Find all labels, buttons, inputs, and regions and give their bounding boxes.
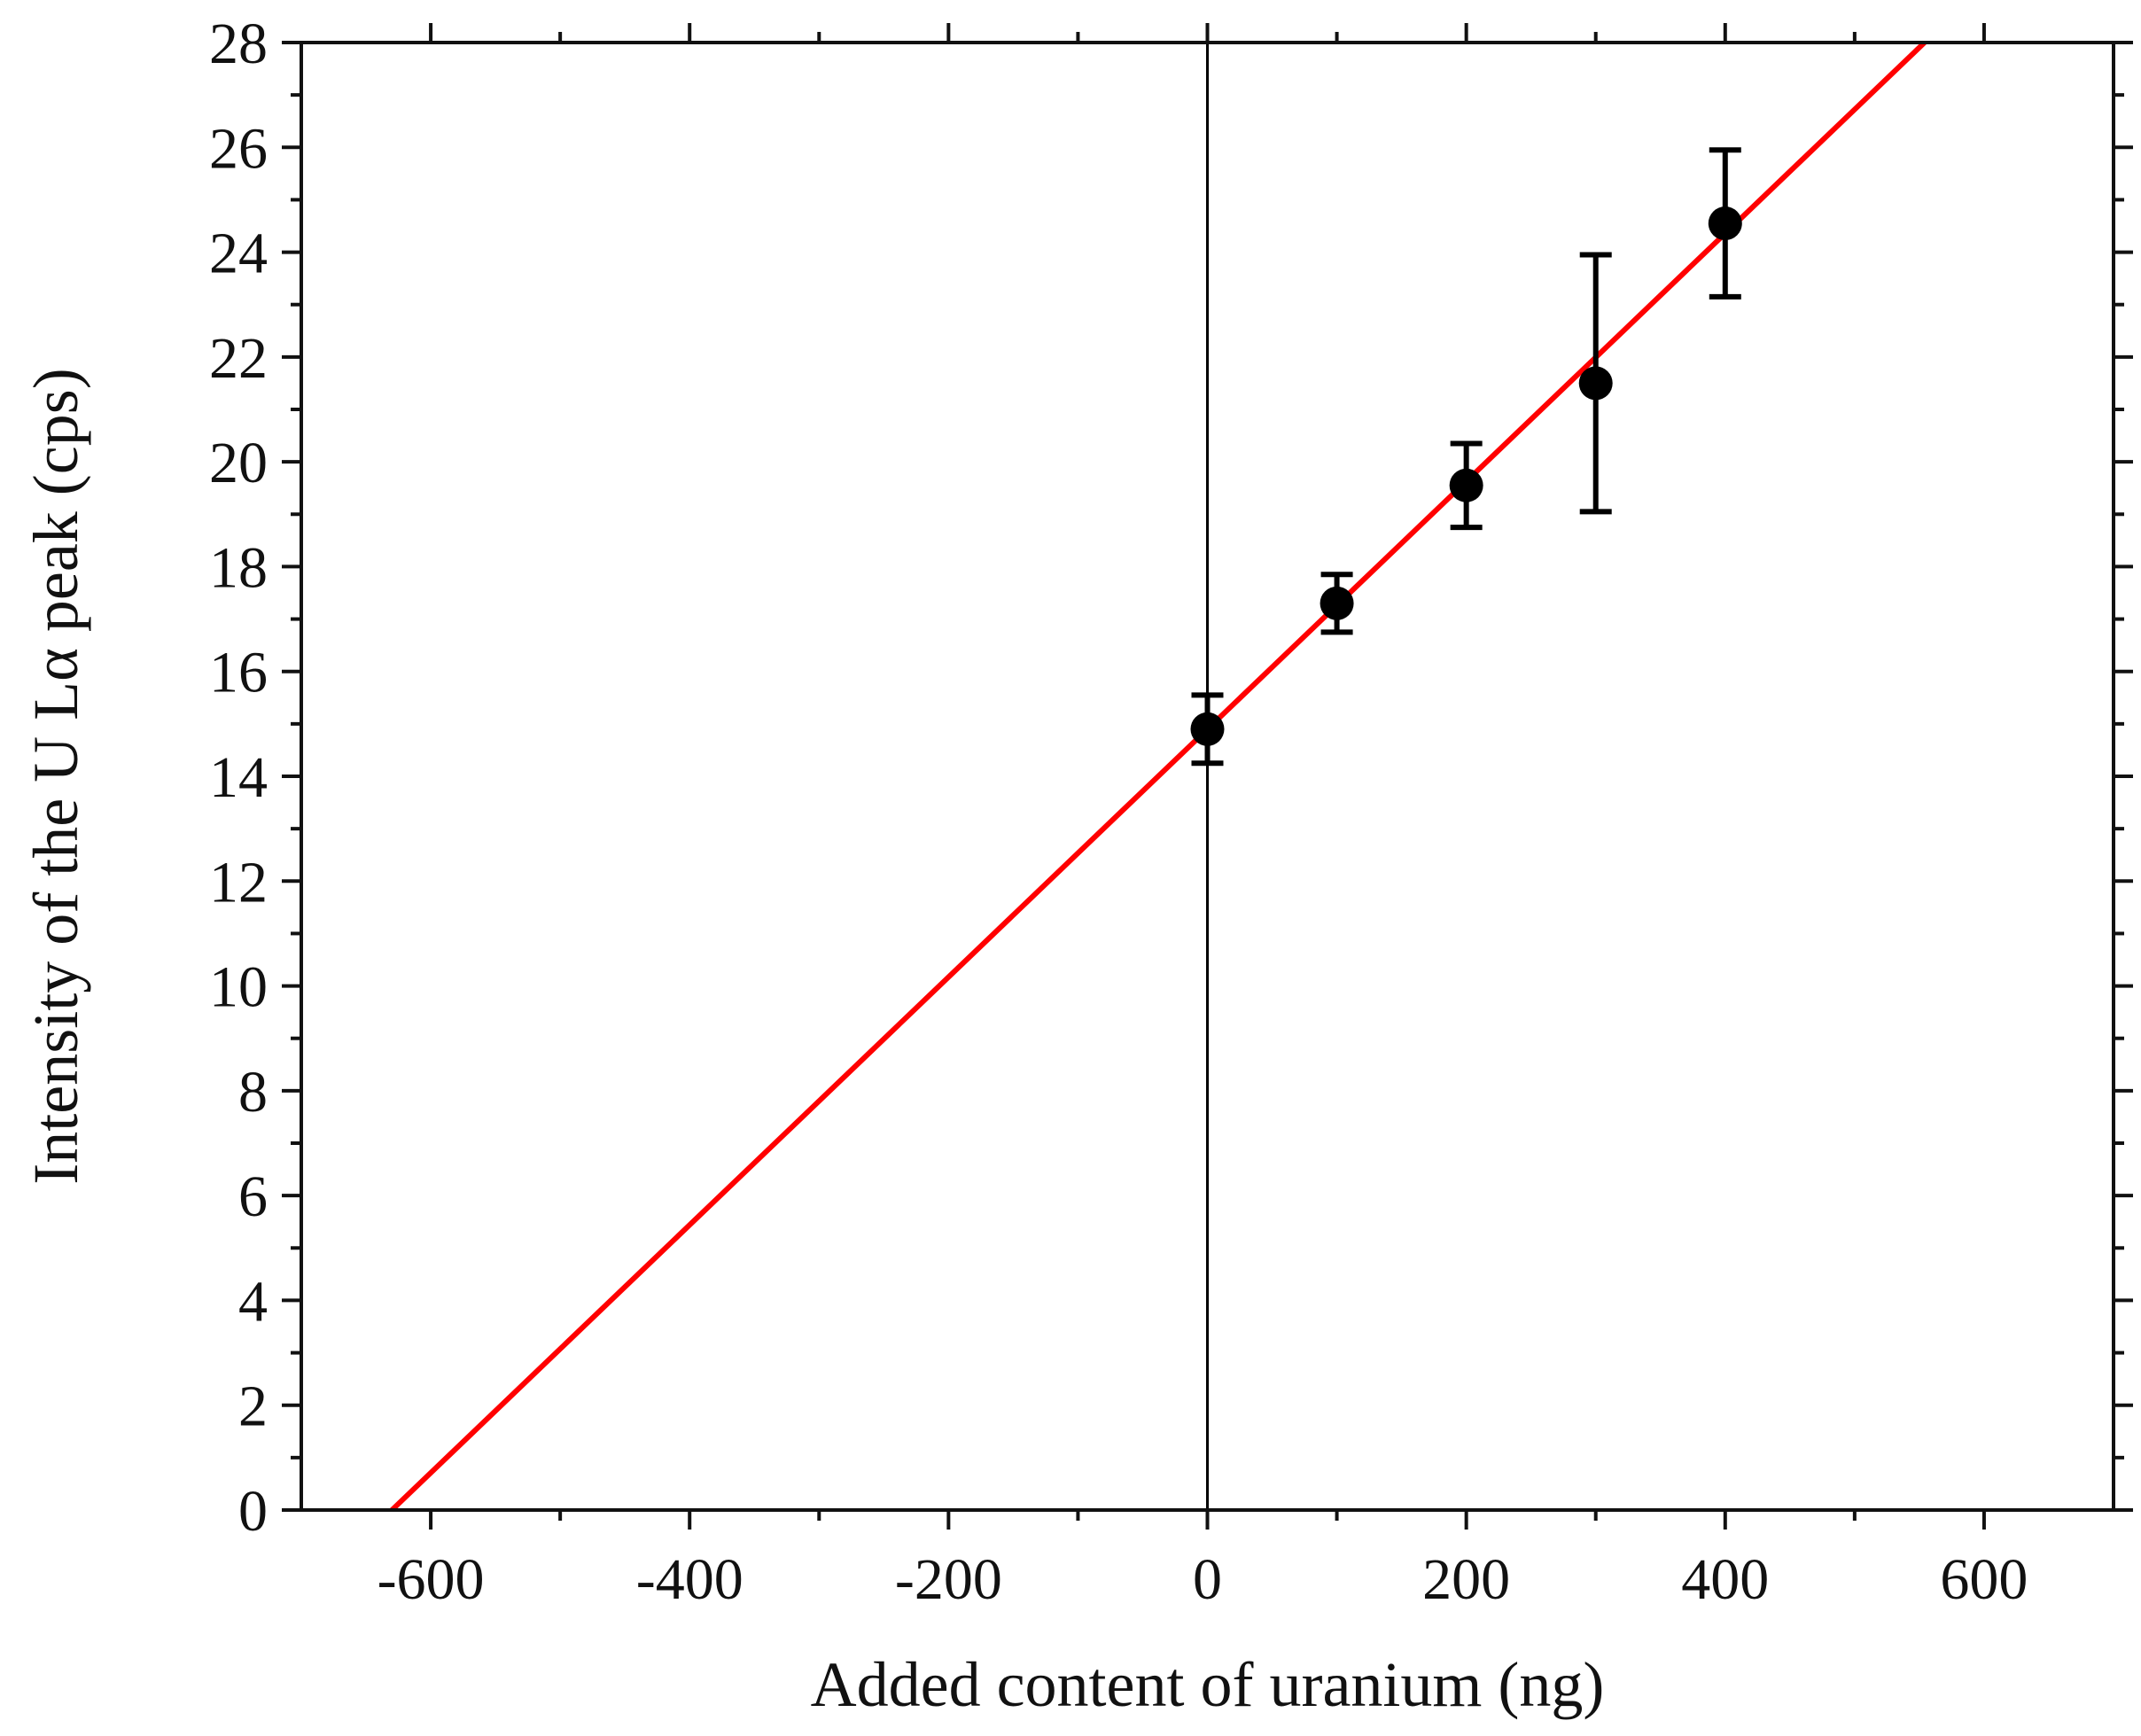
y-tick-label: 24 — [209, 222, 268, 286]
y-tick-label: 22 — [209, 326, 268, 391]
data-point — [1708, 206, 1742, 241]
plot-frame — [300, 41, 2115, 1512]
fit-line-layer — [390, 40, 1927, 1513]
y-tick-label: 26 — [209, 116, 268, 181]
y-tick-label: 10 — [209, 955, 268, 1020]
y-tick-label: 16 — [209, 641, 268, 705]
y-tick-label: 18 — [209, 535, 268, 600]
x-tick-label: -400 — [636, 1547, 744, 1612]
tick-labels: -600 -400 -200 0 200 400 600024681012141618202… — [209, 12, 2028, 1612]
x-tick-label: 200 — [1422, 1547, 1510, 1612]
y-tick-label: 0 — [238, 1479, 268, 1544]
x-tick-label: 600 — [1940, 1547, 2028, 1612]
y-tick-label: 8 — [238, 1060, 268, 1125]
y-tick-label: 12 — [209, 850, 268, 915]
y-tick-label: 6 — [238, 1164, 268, 1229]
linear-fit-line — [390, 40, 1927, 1513]
x-tick-label: 0 — [1193, 1547, 1222, 1612]
y-tick-label: 2 — [238, 1374, 268, 1439]
y-tick-label: 4 — [238, 1269, 268, 1334]
x-tick-label: -600 — [378, 1547, 485, 1612]
data-point — [1320, 586, 1354, 620]
data-point — [1578, 366, 1613, 401]
data-points-layer — [1190, 147, 1742, 767]
y-axis-label: Intensity of the U Lα peak (cps) — [20, 368, 91, 1184]
y-tick-label: 28 — [209, 12, 268, 76]
data-point — [1449, 468, 1483, 502]
y-tick-label: 20 — [209, 431, 268, 495]
data-point — [1190, 712, 1225, 746]
x-axis-label: Added content of uranium (ng) — [811, 1649, 1605, 1720]
x-tick-label: 400 — [1681, 1547, 1769, 1612]
y-tick-label: 14 — [209, 745, 268, 810]
x-tick-label: -200 — [895, 1547, 1002, 1612]
